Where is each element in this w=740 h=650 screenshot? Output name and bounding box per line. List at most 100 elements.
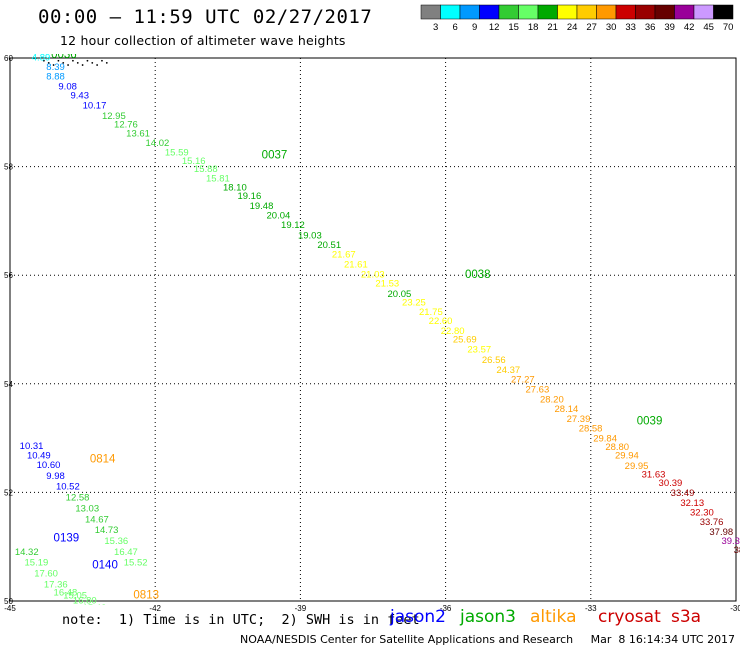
y-tick-label: 60 (4, 54, 13, 63)
x-tick-label: -42 (149, 604, 161, 613)
swh-value-label: 19.48 (250, 201, 274, 212)
swh-value-label: 16.48 (54, 588, 78, 599)
swh-value-label: 29.94 (615, 451, 639, 462)
swh-value-label: 21.61 (344, 260, 368, 271)
chart-subtitle: 12 hour collection of altimeter wave hei… (60, 33, 346, 48)
swh-value-label: 33.76 (700, 517, 724, 528)
legend-jason3: jason3 (460, 607, 516, 627)
colorbar-label: 3 (433, 22, 438, 33)
swh-value-label: 19.16 (237, 191, 261, 202)
swh-value-label: 38.39 (734, 545, 740, 556)
swh-value-label: 29.95 (625, 461, 649, 472)
swh-value-label: 15.43 (83, 603, 107, 614)
pass-number-label: 0814 (90, 454, 116, 466)
swh-value-label: 10.60 (37, 460, 61, 471)
y-tick-label: 52 (4, 488, 13, 497)
swh-value-label: 25.69 (453, 335, 477, 346)
swh-value-label: 13.03 (75, 503, 99, 514)
swh-value-label: 20.04 (267, 211, 291, 222)
legend-jason2: jason2 (390, 607, 446, 627)
swh-value-label: 32.13 (680, 498, 704, 509)
swh-value-label: 20.05 (388, 289, 412, 300)
x-tick-label: -45 (4, 604, 16, 613)
track-dot (96, 64, 99, 66)
swh-value-label: 14.67 (85, 514, 109, 525)
swh-value-label: 23.57 (467, 344, 491, 355)
swh-value-label: 24.37 (496, 365, 520, 376)
swh-value-label: 28.80 (605, 442, 629, 453)
pass-number-label: 0139 (54, 532, 80, 544)
colorbar-label: 39 (664, 22, 675, 33)
swh-value-label: 4.89 (32, 53, 50, 64)
swh-value-label: 19.12 (281, 220, 305, 231)
x-tick-label: -36 (440, 604, 452, 613)
legend-note: note: 1) Time is in UTC; 2) SWH is in fe… (62, 612, 420, 628)
track-dot (81, 64, 84, 66)
pass-number-label: 0038 (465, 269, 491, 281)
swh-value-label: 16.80 (73, 596, 97, 607)
track-dot (57, 59, 60, 62)
track-dot (47, 61, 50, 64)
swh-value-label: 18.10 (223, 182, 247, 193)
colorbar-label: 21 (547, 22, 558, 33)
swh-value-label: 27.27 (511, 375, 535, 386)
track-dot (62, 61, 65, 64)
track-dot (52, 64, 55, 66)
swh-value-label: 13.61 (126, 129, 150, 140)
swh-value-label: 20.51 (317, 240, 341, 251)
plot-frame (9, 57, 737, 602)
swh-value-label: 15.59 (165, 148, 189, 159)
swh-value-label: 10.17 (83, 100, 107, 111)
legend-cryosat: cryosat (598, 607, 661, 627)
swh-value-label: 21.75 (419, 307, 443, 318)
track-dot (91, 61, 94, 64)
colorbar-label: 45 (703, 22, 714, 33)
track-dot (105, 61, 108, 64)
swh-value-label: 12.95 (102, 111, 126, 122)
swh-value-label: 21.67 (332, 249, 356, 260)
legend-altika: altika (530, 607, 577, 627)
swh-value-label: 15.05 (63, 590, 87, 601)
colorbar-label: 12 (489, 22, 500, 33)
swh-value-label: 12.58 (66, 493, 90, 504)
swh-value-label: 16.47 (114, 547, 138, 558)
swh-value-label: 15.16 (182, 156, 206, 167)
swh-value-label: 28.14 (555, 404, 579, 415)
swh-value-label: 33.49 (671, 488, 695, 499)
swh-value-label: 21.03 (361, 269, 385, 280)
colorbar-label: 15 (508, 22, 519, 33)
colorbar-label: 6 (452, 22, 457, 33)
pass-number-label: 0813 (133, 589, 159, 601)
swh-value-label: 14.02 (146, 138, 170, 149)
swh-value-label: 15.81 (206, 173, 230, 184)
colorbar-label: 18 (528, 22, 539, 33)
y-tick-label: 56 (4, 271, 13, 280)
swh-value-label: 17.36 (44, 579, 68, 590)
swh-value-label: 26.56 (482, 355, 506, 366)
pass-number-label: 0037 (262, 149, 288, 161)
x-tick-label: -39 (295, 604, 307, 613)
swh-value-label: 17.60 (34, 569, 58, 580)
swh-value-label: 8.39 (46, 62, 65, 73)
footer-credit: NOAA/NESDIS Center for Satellite Applica… (240, 633, 736, 646)
swh-value-label: 9.08 (58, 81, 77, 92)
track-dot (86, 59, 89, 62)
swh-value-label: 23.25 (402, 298, 426, 309)
colorbar-swatch (713, 4, 734, 20)
swh-value-label: 27.63 (525, 384, 549, 395)
pass-number-label: 0039 (637, 416, 663, 428)
swh-value-label: 30.39 (659, 478, 683, 489)
swh-value-label: 27.39 (567, 414, 591, 425)
track-dot (42, 59, 45, 62)
swh-value-label: 28.58 (579, 424, 603, 435)
track-dot (67, 64, 69, 66)
swh-value-label: 10.52 (56, 482, 80, 493)
track-dot (72, 59, 74, 62)
swh-value-label: 29.84 (593, 433, 617, 444)
swh-value-label: 15.36 (104, 536, 128, 547)
pass-number-label: 0036 (51, 49, 77, 61)
swh-value-label: 15.88 (194, 164, 218, 175)
swh-value-label: 10.31 (20, 441, 44, 452)
